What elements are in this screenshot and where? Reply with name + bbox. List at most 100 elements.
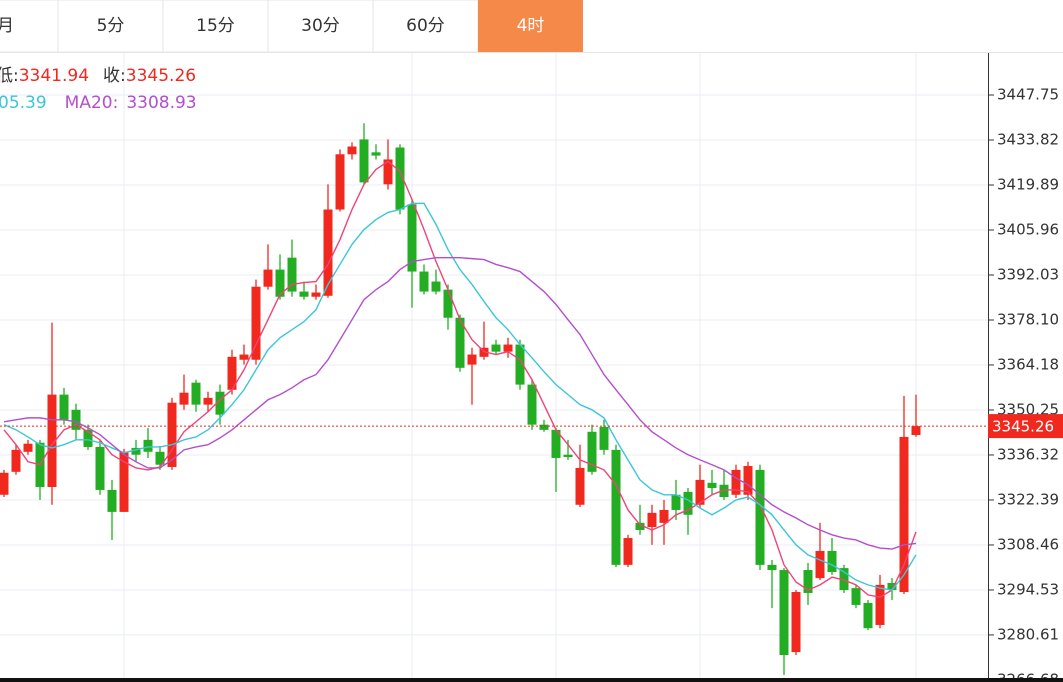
candle-body bbox=[683, 491, 693, 515]
candle-body bbox=[695, 479, 705, 505]
candle bbox=[119, 448, 129, 512]
tab-bar: 月 5分 15分 30分 60分 4时 bbox=[0, 0, 583, 53]
candle bbox=[383, 139, 393, 190]
candle-body bbox=[887, 582, 897, 591]
candle-body bbox=[23, 443, 33, 452]
candle bbox=[695, 464, 705, 509]
candle-body bbox=[227, 356, 237, 390]
tab-label: 5分 bbox=[97, 16, 125, 36]
candle-body bbox=[767, 564, 777, 571]
tab[interactable]: 月 bbox=[0, 0, 59, 53]
tab-label: 月 bbox=[0, 16, 14, 36]
low-value: 3341.94 bbox=[19, 66, 89, 86]
y-tick-label: 3419.89 bbox=[997, 175, 1059, 193]
candle bbox=[623, 534, 633, 568]
price-tag-bg bbox=[988, 414, 1063, 439]
candle-body bbox=[587, 431, 597, 472]
candle-body bbox=[71, 409, 81, 430]
candle bbox=[911, 394, 921, 437]
candle-body bbox=[551, 429, 561, 458]
candle-body bbox=[83, 429, 93, 447]
candle bbox=[395, 144, 405, 215]
candle bbox=[647, 504, 657, 545]
candle bbox=[131, 439, 141, 462]
y-tick-label: 3378.10 bbox=[997, 310, 1059, 328]
tab[interactable]: 4时 bbox=[478, 0, 583, 52]
candle-body bbox=[911, 426, 921, 436]
ma10-value: 05.39 bbox=[0, 93, 47, 113]
tab-label: 30分 bbox=[301, 16, 340, 36]
candle-body bbox=[539, 424, 549, 430]
candle bbox=[431, 269, 441, 295]
header-line-2: 05.39 MA20: 3308.93 bbox=[0, 93, 197, 113]
candle bbox=[755, 464, 765, 571]
candle bbox=[83, 424, 93, 450]
candle-body bbox=[419, 271, 429, 292]
candle bbox=[443, 284, 453, 330]
candle bbox=[743, 461, 753, 500]
candle-body bbox=[239, 354, 249, 360]
candle-body bbox=[755, 469, 765, 565]
candle bbox=[671, 479, 681, 520]
candle-body bbox=[371, 152, 381, 156]
candle bbox=[563, 439, 573, 460]
candle bbox=[371, 144, 381, 160]
tab-bg bbox=[0, 0, 59, 53]
candle bbox=[239, 344, 249, 365]
candle-body bbox=[731, 469, 741, 495]
tab-bg bbox=[372, 0, 479, 53]
ma20-label: MA20: bbox=[65, 93, 119, 113]
y-tick-label: 3322.39 bbox=[997, 490, 1059, 508]
tab-bg bbox=[162, 0, 269, 53]
candle-body bbox=[503, 344, 513, 352]
moving-average-line bbox=[3, 202, 917, 591]
candle bbox=[23, 439, 33, 455]
price-tag-label: 3345.26 bbox=[992, 418, 1054, 436]
candle-body bbox=[11, 449, 21, 472]
candle bbox=[875, 574, 885, 629]
candle bbox=[707, 469, 717, 495]
tab[interactable]: 15分 bbox=[162, 0, 269, 53]
candle-body bbox=[791, 592, 801, 653]
tab-label: 60分 bbox=[406, 16, 445, 36]
candle-body bbox=[215, 391, 225, 415]
candle bbox=[839, 564, 849, 593]
candle bbox=[335, 149, 345, 212]
candle bbox=[359, 123, 369, 185]
candle bbox=[203, 391, 213, 412]
candle-body bbox=[191, 382, 201, 405]
candle-body bbox=[527, 384, 537, 425]
tab[interactable]: 60分 bbox=[372, 0, 479, 53]
candle-body bbox=[323, 209, 333, 296]
y-axis: 3447.75 3433.82 3419.89 3405.96 3392.03 3378.… bbox=[988, 85, 1059, 682]
candle-body bbox=[707, 482, 717, 488]
candle bbox=[311, 284, 321, 300]
candle bbox=[191, 379, 201, 412]
candle bbox=[251, 279, 261, 365]
candle bbox=[791, 590, 801, 655]
candle-body bbox=[155, 451, 165, 465]
candle bbox=[0, 469, 9, 498]
low-label: 低: bbox=[0, 66, 19, 86]
candle bbox=[515, 339, 525, 390]
close-value: 3345.26 bbox=[126, 66, 196, 86]
candle bbox=[851, 584, 861, 609]
candle-body bbox=[455, 317, 465, 368]
candle bbox=[491, 339, 501, 355]
candle bbox=[299, 281, 309, 300]
candle bbox=[899, 395, 909, 594]
candle-body bbox=[59, 394, 69, 420]
tab[interactable]: 30分 bbox=[267, 0, 374, 53]
candle-body bbox=[779, 570, 789, 655]
candle-body bbox=[167, 402, 177, 467]
candle bbox=[575, 444, 585, 508]
y-tick-label: 3280.61 bbox=[997, 625, 1059, 643]
y-tick-label: 3392.03 bbox=[997, 265, 1059, 283]
y-tick-label: 3308.46 bbox=[997, 535, 1059, 553]
tab[interactable]: 5分 bbox=[57, 0, 164, 53]
candle bbox=[47, 322, 57, 505]
candle bbox=[683, 487, 693, 535]
candle bbox=[635, 504, 645, 535]
y-tick-label: 3447.75 bbox=[997, 85, 1059, 103]
